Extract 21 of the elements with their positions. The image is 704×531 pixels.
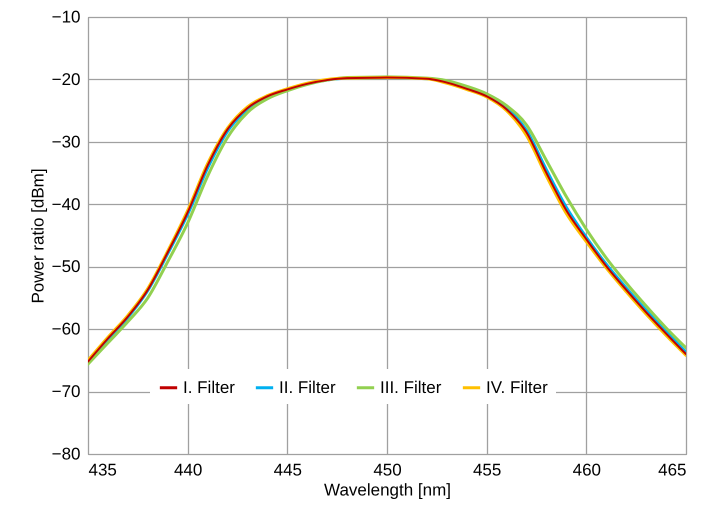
legend-label: III. Filter bbox=[380, 378, 442, 397]
x-tick-label: 435 bbox=[88, 460, 117, 480]
y-axis-title: Power ratio [dBm] bbox=[28, 168, 48, 304]
x-tick-label: 460 bbox=[572, 460, 602, 480]
x-tick-label: 455 bbox=[472, 460, 502, 480]
legend-label: IV. Filter bbox=[486, 378, 548, 397]
legend-label: II. Filter bbox=[279, 378, 336, 397]
y-tick-label: −40 bbox=[52, 194, 80, 214]
y-tick-label: −10 bbox=[52, 8, 80, 26]
x-tick-label: 445 bbox=[274, 460, 302, 480]
legend-label: I. Filter bbox=[183, 378, 236, 397]
x-tick-label: 450 bbox=[373, 460, 402, 480]
y-tick-label: −20 bbox=[52, 70, 80, 89]
x-axis-title: Wavelength [nm] bbox=[324, 480, 451, 500]
y-tick-label: −80 bbox=[52, 444, 80, 464]
x-tick-label: 465 bbox=[658, 460, 686, 480]
y-tick-label: −70 bbox=[52, 382, 80, 402]
y-tick-label: −30 bbox=[52, 132, 80, 152]
y-tick-label: −60 bbox=[52, 320, 80, 339]
x-tick-label: 440 bbox=[174, 460, 202, 480]
y-tick-label: −50 bbox=[52, 257, 80, 276]
